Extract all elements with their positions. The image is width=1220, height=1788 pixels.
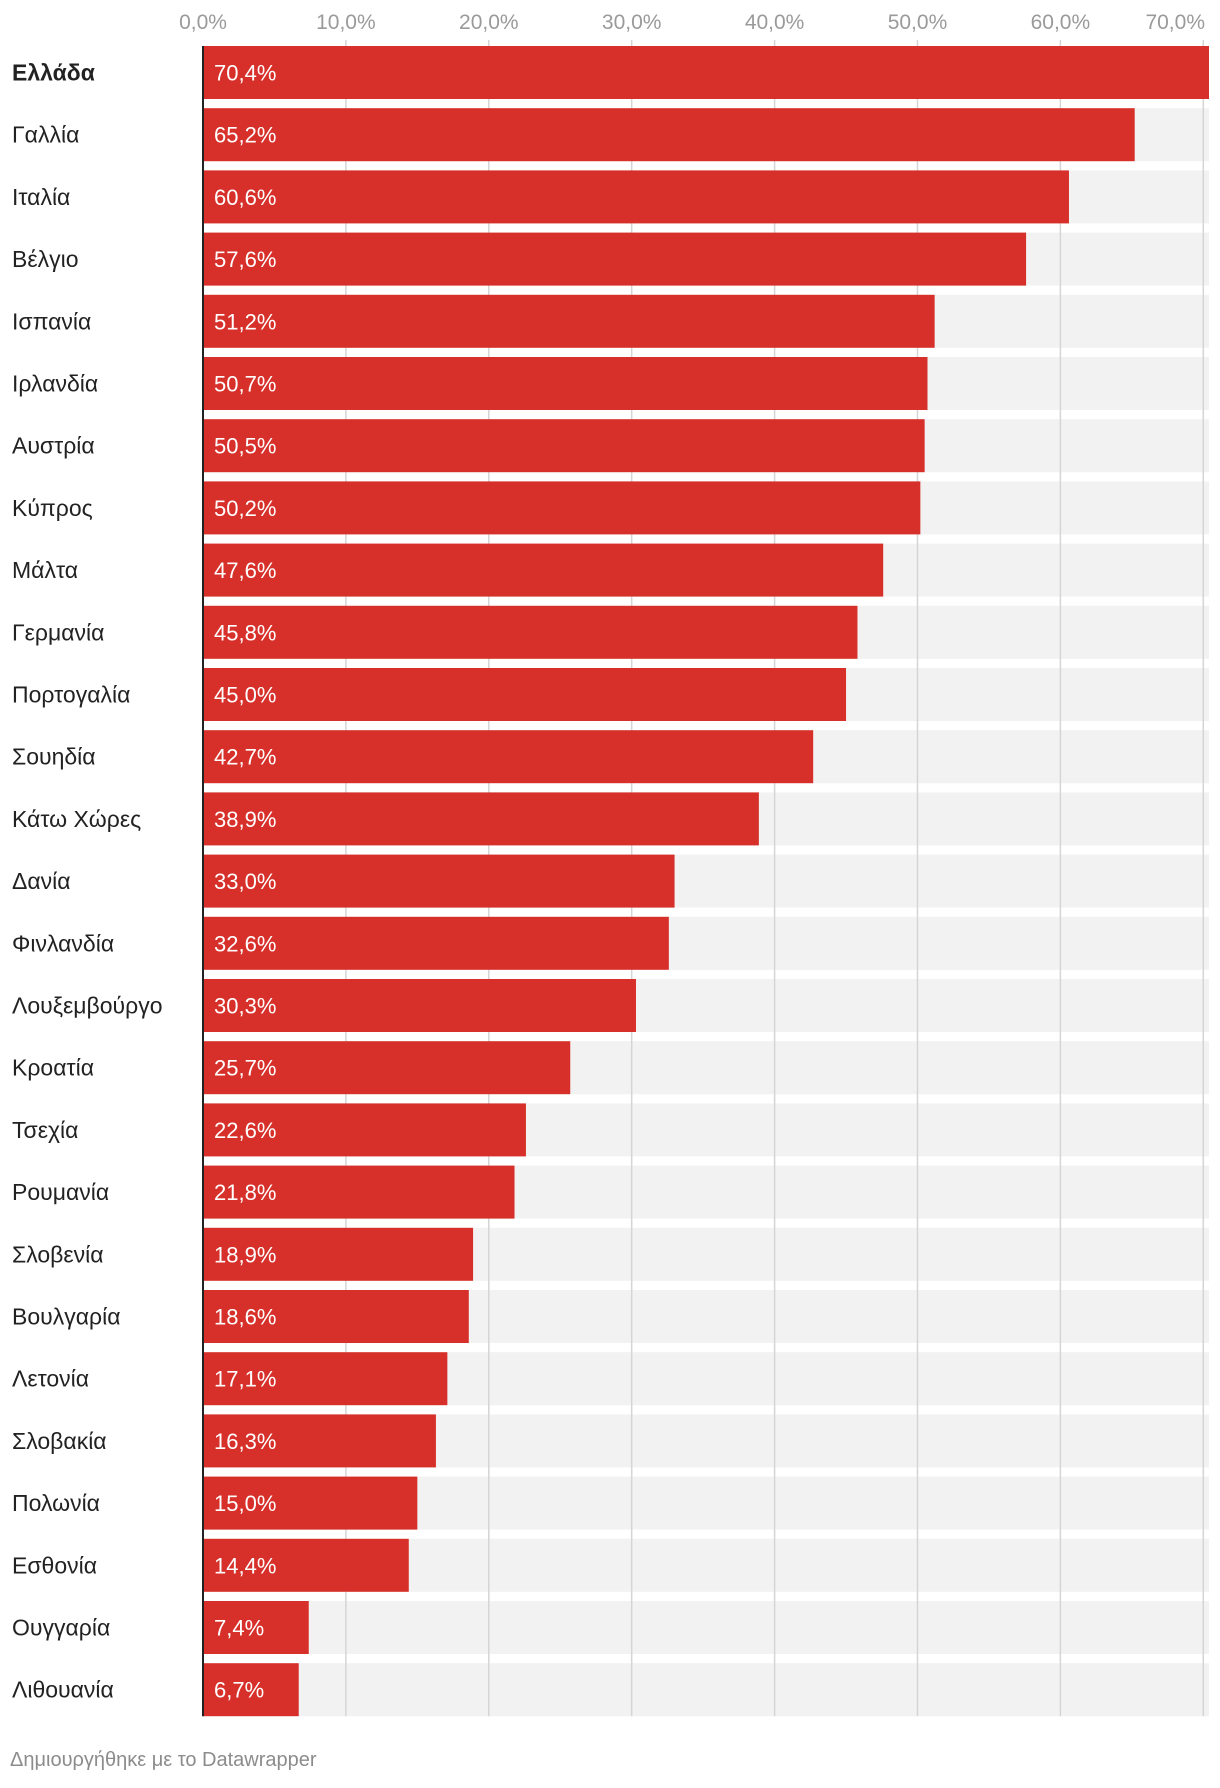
value-label: 7,4% (214, 1616, 264, 1641)
x-tick-label: 10,0% (316, 11, 376, 34)
category-label: Λουξεμβούργο (12, 993, 163, 1019)
value-label: 45,0% (214, 683, 276, 708)
bar (203, 854, 675, 908)
value-label: 6,7% (214, 1678, 264, 1703)
bar (203, 1227, 474, 1281)
bar (203, 1165, 515, 1219)
category-label: Λιθουανία (12, 1677, 114, 1703)
bar (203, 170, 1069, 224)
x-tick-label: 30,0% (602, 11, 662, 34)
value-label: 47,6% (214, 558, 276, 583)
value-label: 45,8% (214, 620, 276, 645)
category-label: Ισπανία (12, 308, 91, 334)
value-label: 60,6% (214, 185, 276, 210)
bar-chart: 0,0% 10,0% 20,0% 30,0% 40,0% 50,0% 60,0% 70,0% Ε… (12, 11, 1209, 1717)
category-label: Κάτω Χώρες (12, 806, 141, 832)
category-label: Φινλανδία (12, 930, 114, 956)
bar (203, 1663, 299, 1717)
value-label: 33,0% (214, 869, 276, 894)
bar (203, 1538, 409, 1592)
value-label: 21,8% (214, 1180, 276, 1205)
bar (203, 46, 1209, 99)
value-label: 42,7% (214, 745, 276, 770)
value-label: 18,6% (214, 1305, 276, 1330)
bar (203, 294, 935, 348)
category-label: Μάλτα (12, 557, 78, 583)
value-label: 32,6% (214, 931, 276, 956)
value-label: 50,2% (214, 496, 276, 521)
bar (203, 1476, 418, 1530)
category-label: Γερμανία (12, 619, 104, 645)
category-label: Ρουμανία (12, 1179, 109, 1205)
value-label: 51,2% (214, 309, 276, 334)
bar (203, 1103, 526, 1157)
value-label: 22,6% (214, 1118, 276, 1143)
value-label: 50,5% (214, 434, 276, 459)
value-label: 57,6% (214, 247, 276, 272)
category-label: Λετονία (12, 1366, 89, 1392)
bar (203, 1290, 469, 1343)
bar (203, 605, 858, 659)
bar-track (203, 1601, 1209, 1654)
bar (203, 543, 884, 597)
credit-text: Δημιουργήθηκε με το Datawrapper (10, 1749, 317, 1771)
category-label: Τσεχία (12, 1117, 78, 1143)
category-label: Ουγγαρία (12, 1615, 110, 1641)
x-tick-label: 20,0% (459, 11, 519, 34)
value-label: 18,9% (214, 1242, 276, 1267)
bar (203, 108, 1135, 162)
x-tick-label: 60,0% (1031, 11, 1091, 34)
bar (203, 1414, 436, 1468)
bar-track (203, 1663, 1209, 1717)
bar (203, 232, 1027, 286)
category-label: Κύπρος (12, 495, 93, 521)
category-label: Βουλγαρία (12, 1304, 121, 1330)
value-label: 65,2% (214, 123, 276, 148)
category-label: Κροατία (12, 1055, 94, 1081)
category-label: Σλοβακία (12, 1428, 107, 1454)
bar (203, 357, 928, 410)
value-label: 15,0% (214, 1491, 276, 1516)
category-label: Δανία (12, 868, 71, 894)
category-label: Βέλγιο (12, 246, 79, 272)
value-label: 14,4% (214, 1553, 276, 1578)
category-label: Εσθονία (12, 1552, 97, 1578)
category-label: Σλοβενία (12, 1241, 104, 1267)
bar (203, 419, 925, 473)
category-label: Ελλάδα (12, 60, 95, 86)
bar (203, 916, 669, 970)
bar (203, 979, 636, 1032)
value-label: 30,3% (214, 994, 276, 1019)
x-tick-label: 0,0% (179, 11, 227, 34)
x-tick-label: 70,0% (1145, 11, 1205, 34)
bar (203, 730, 814, 784)
category-label: Αυστρία (12, 433, 95, 459)
value-label: 38,9% (214, 807, 276, 832)
value-label: 50,7% (214, 372, 276, 397)
category-label: Πολωνία (12, 1490, 100, 1516)
bar (203, 668, 847, 721)
value-label: 16,3% (214, 1429, 276, 1454)
bar (203, 1601, 309, 1654)
value-label: 17,1% (214, 1367, 276, 1392)
value-label: 70,4% (214, 61, 276, 86)
bar (203, 792, 759, 846)
category-label: Πορτογαλία (12, 682, 130, 708)
x-tick-label: 40,0% (745, 11, 805, 34)
bar (203, 1352, 448, 1406)
bar (203, 1041, 571, 1095)
category-label: Σουηδία (12, 744, 96, 770)
category-label: Ιρλανδία (12, 371, 98, 397)
category-label: Γαλλία (12, 122, 79, 148)
category-label: Ιταλία (12, 184, 70, 210)
value-label: 25,7% (214, 1056, 276, 1081)
x-tick-label: 50,0% (888, 11, 948, 34)
bar (203, 481, 921, 535)
